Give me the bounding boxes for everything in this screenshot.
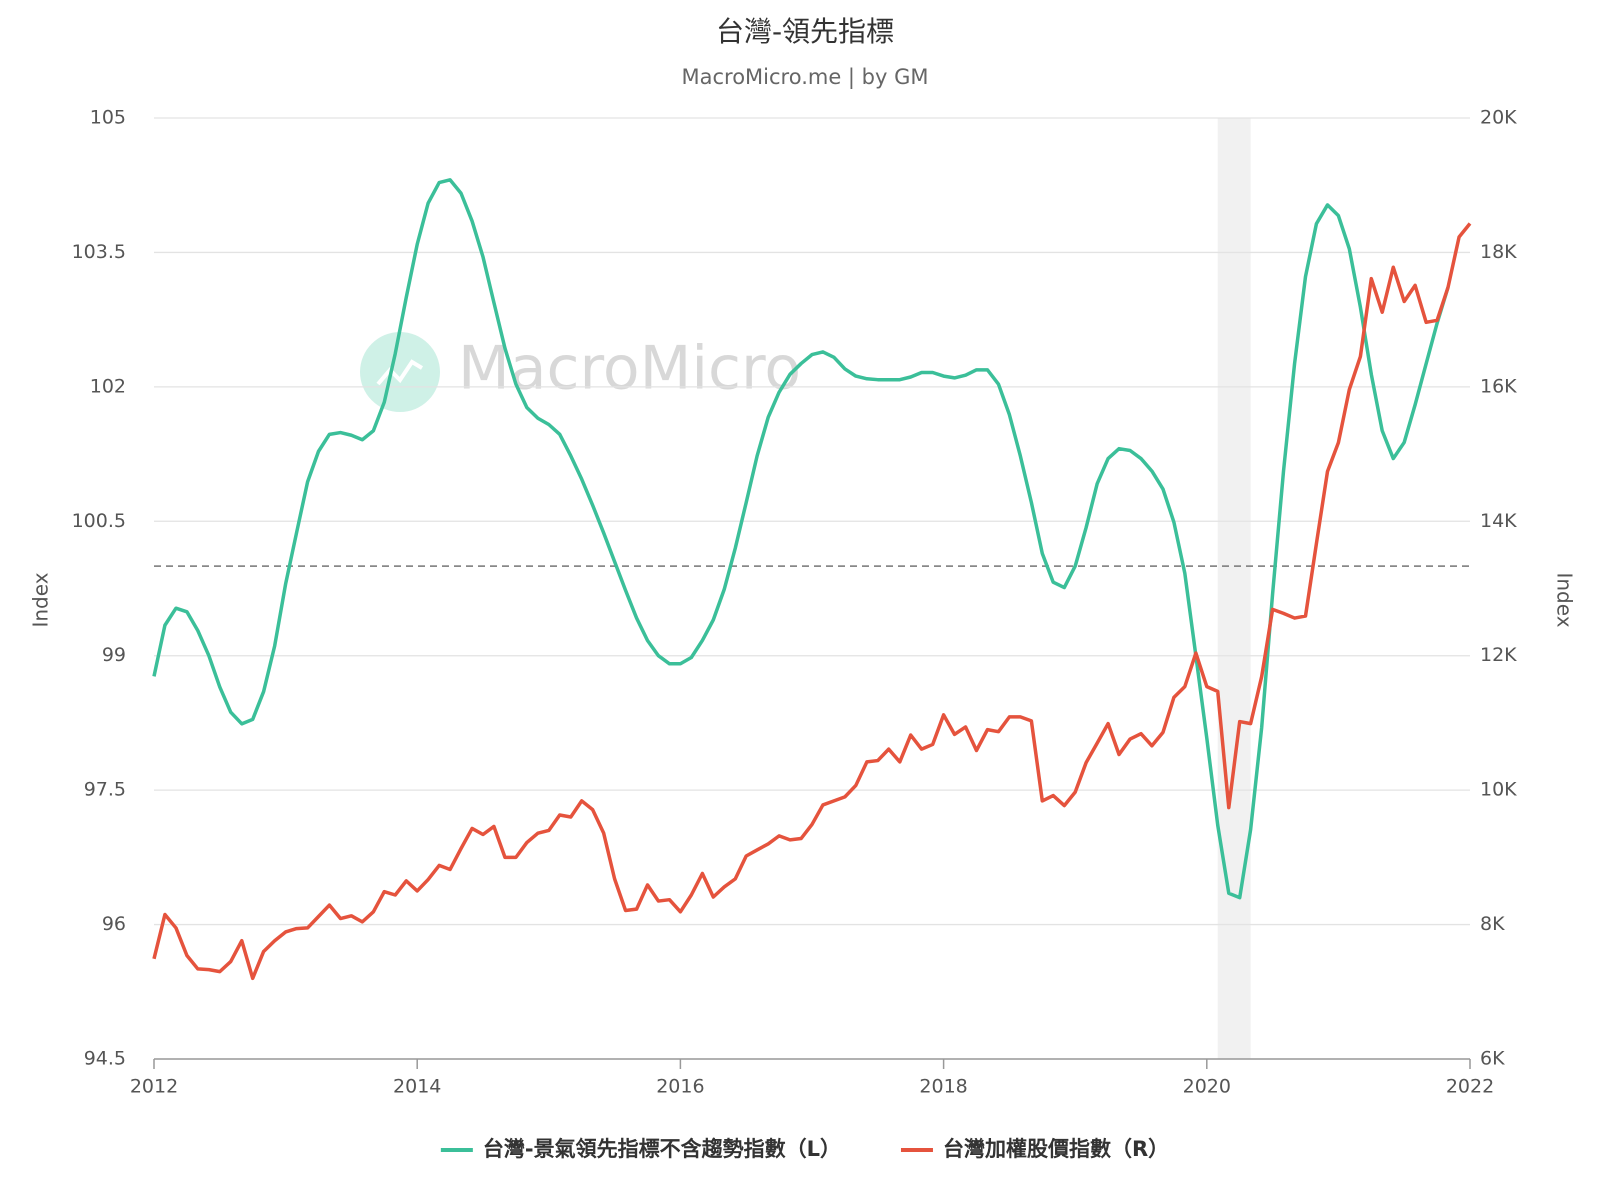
y2-tick-label: 20K [1480,107,1517,129]
y2-tick-label: 12K [1480,644,1517,666]
x-tick-label: 2018 [919,1076,967,1098]
x-tick-label: 2022 [1446,1076,1494,1098]
chart-subtitle: MacroMicro.me | by GM [681,65,928,90]
y-tick-label: 96 [102,913,126,935]
y-tick-label: 100.5 [72,510,126,532]
x-tick-label: 2014 [393,1076,441,1098]
legend: 台灣-景氣領先指標不含趨勢指數（L） 台灣加權股價指數（R） [440,1137,1169,1161]
legend-label: 台灣加權股價指數（R） [943,1137,1169,1161]
y-tick-label: 103.5 [72,241,126,263]
watermark-logo-line [376,359,424,386]
y-tick-label: 105 [90,107,126,129]
y2-tick-label: 6K [1480,1048,1505,1070]
watermark: MacroMicro [360,332,801,412]
y-axis-label: Index [29,572,53,627]
y2-tick-label: 18K [1480,241,1517,263]
watermark-text: MacroMicro [458,334,801,404]
y-tick-label: 97.5 [84,779,126,801]
series-line [152,222,1472,981]
y-tick-label: 99 [102,644,126,666]
x-tick-label: 2020 [1183,1076,1231,1098]
x-tick-label: 2012 [130,1076,178,1098]
y2-tick-label: 14K [1480,510,1517,532]
watermark-logo [360,332,440,412]
y2-tick-label: 16K [1480,375,1517,397]
y2-tick-label: 10K [1480,779,1517,801]
shaded-period [1217,118,1251,1059]
y2-tick-label: 8K [1480,913,1505,935]
x-tick-label: 2016 [656,1076,704,1098]
legend-label: 台灣-景氣領先指標不含趨勢指數（L） [483,1137,841,1161]
chart-title: 台灣-領先指標 [716,15,894,48]
y2-axis-label: Index [1553,572,1577,627]
y-tick-label: 94.5 [84,1048,126,1070]
y-tick-label: 102 [90,375,126,397]
legend-item: 台灣加權股價指數（R） [900,1137,1169,1161]
legend-item: 台灣-景氣領先指標不含趨勢指數（L） [440,1137,841,1161]
series-line [152,178,1450,900]
